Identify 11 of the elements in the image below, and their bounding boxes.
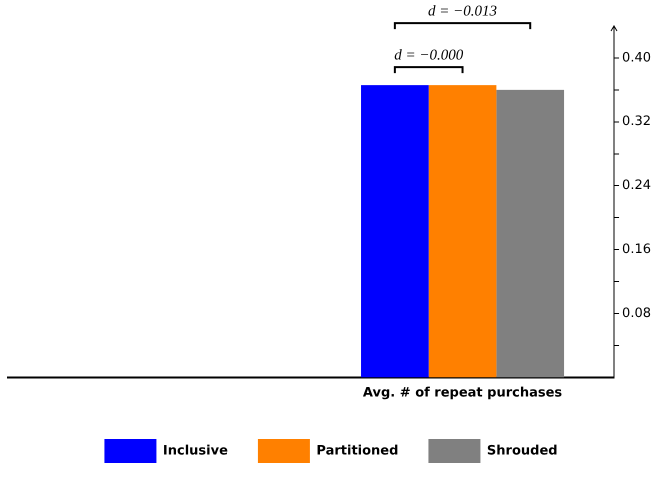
- y-tick-label: 0.08: [622, 306, 652, 321]
- y-tick-label: 0.40: [622, 50, 652, 66]
- annotation: d = −0.000: [394, 48, 464, 64]
- text: d = −0.013: [428, 4, 498, 20]
- y-tick-label: 0.24: [622, 178, 652, 194]
- y-tick-label: 0.16: [622, 242, 652, 257]
- legend-label: Shrouded: [486, 443, 558, 458]
- legend-label: Inclusive: [162, 443, 228, 458]
- x-tick-label: Avg. # of repeat purchases: [362, 386, 562, 401]
- legend-label: Partitioned: [316, 443, 398, 458]
- y-tick-label: 0.32: [622, 114, 652, 130]
